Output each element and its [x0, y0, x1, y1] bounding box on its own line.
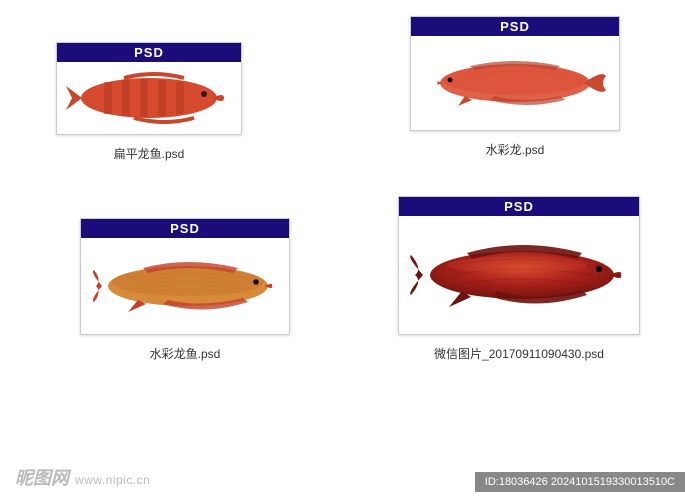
thumbnail-image	[57, 62, 241, 134]
fish-watercolor2-icon	[88, 246, 283, 326]
filename-label: 扁平龙鱼.psd	[56, 145, 242, 162]
id-bar: ID:18036426 2024101519330013510C	[475, 472, 685, 492]
watermark: 昵图网 www.nipic.cn	[15, 464, 150, 490]
thumbnail-card: PSD	[398, 196, 640, 335]
watermark-brand: 昵图网	[15, 464, 69, 490]
file-item[interactable]: PSD 水彩龙.psd	[410, 16, 620, 158]
thumbnail-image	[399, 216, 639, 334]
filename-label: 水彩龙.psd	[410, 141, 620, 158]
psd-badge: PSD	[399, 197, 639, 216]
psd-badge: PSD	[57, 43, 241, 62]
fish-watercolor1-icon	[420, 48, 610, 118]
thumbnail-card: PSD	[410, 16, 620, 131]
watermark-url: www.nipic.cn	[75, 473, 150, 487]
file-item[interactable]: PSD 扁平龙鱼.psd	[56, 42, 242, 162]
thumbnail-card: PSD	[56, 42, 242, 135]
psd-badge: PSD	[81, 219, 289, 238]
filename-label: 微信图片_20170911090430.psd	[398, 345, 640, 362]
fish-photo-icon	[407, 225, 632, 325]
file-item[interactable]: PSD 水彩龙鱼.psd	[80, 218, 290, 362]
psd-badge: PSD	[411, 17, 619, 36]
file-item[interactable]: PSD	[398, 196, 640, 362]
thumbnail-card: PSD	[80, 218, 290, 335]
thumbnail-image	[81, 238, 289, 334]
thumbnail-image	[411, 36, 619, 130]
filename-label: 水彩龙鱼.psd	[80, 345, 290, 362]
fish-flat-icon	[64, 68, 234, 128]
